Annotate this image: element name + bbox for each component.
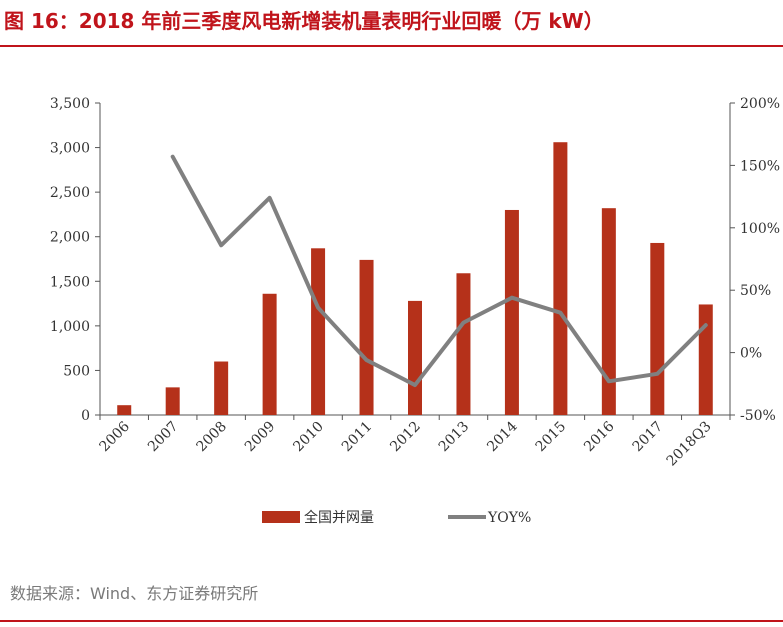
yoy-line [170, 154, 708, 388]
yoy-point [269, 197, 271, 199]
x-tick-label: 2015 [533, 419, 570, 456]
bar [262, 293, 277, 415]
chart-title: 图 16：2018 年前三季度风电新增装机量表明行业回暖（万 kW） [4, 9, 604, 33]
yoy-point [705, 324, 707, 326]
yoy-point [414, 384, 416, 386]
bar [117, 405, 132, 415]
bar [311, 248, 326, 415]
legend-label-line: YOY% [487, 510, 531, 526]
bar [504, 209, 519, 415]
left-tick-label: 1,000 [50, 319, 90, 335]
left-tick-label: 3,500 [50, 96, 90, 112]
left-tick-label: 2,500 [50, 185, 90, 201]
right-tick-label: 200% [740, 96, 780, 112]
x-tick-label: 2010 [290, 419, 327, 456]
x-tick-label: 2014 [484, 418, 521, 455]
x-tick-label: 2009 [242, 419, 279, 456]
bar [456, 273, 471, 415]
left-tick-label: 1,500 [50, 274, 90, 290]
yoy-point [366, 359, 368, 361]
left-tick-label: 3,000 [50, 141, 90, 157]
yoy-point [559, 312, 561, 314]
yoy-point [462, 322, 464, 324]
yoy-point [608, 380, 610, 382]
yoy-point [220, 244, 222, 246]
yoy-point [511, 297, 513, 299]
yoy-point [172, 156, 174, 158]
x-tick-label: 2016 [581, 418, 618, 455]
yoy-line-series [170, 154, 708, 388]
data-source: 数据来源：Wind、东方证券研究所 [10, 584, 259, 603]
bar [601, 208, 616, 415]
legend: 全国并网量 YOY% [262, 509, 531, 526]
legend-swatch-bar [262, 511, 300, 523]
title-divider [0, 45, 783, 47]
x-tick-label: 2008 [193, 419, 230, 456]
bar [214, 361, 229, 415]
x-tick-label: 2017 [630, 419, 667, 456]
bar [650, 242, 665, 415]
right-tick-label: 100% [740, 221, 780, 237]
x-tick-label: 2007 [145, 419, 182, 456]
x-tick-label: 2018Q3 [664, 419, 715, 470]
bottom-divider [0, 620, 783, 622]
bar [553, 142, 568, 416]
yoy-point [317, 307, 319, 309]
bar [359, 259, 374, 415]
right-tick-label: 150% [740, 158, 780, 174]
left-tick-label: 2,000 [50, 230, 90, 246]
bar-series [117, 142, 713, 416]
right-tick-label: -50% [740, 408, 776, 424]
bar [408, 300, 422, 415]
bar [698, 304, 713, 415]
left-tick-label: 0 [81, 408, 90, 424]
x-tick-label: 2012 [387, 419, 424, 456]
bar [165, 387, 180, 415]
x-tick-label: 2013 [436, 419, 473, 456]
x-tick-label: 2006 [97, 418, 134, 455]
yoy-point [656, 373, 658, 375]
right-tick-label: 0% [740, 346, 762, 362]
left-tick-label: 500 [63, 363, 90, 379]
x-tick-label: 2011 [339, 419, 376, 456]
right-tick-label: 50% [740, 283, 771, 299]
legend-label-bar: 全国并网量 [304, 509, 374, 526]
